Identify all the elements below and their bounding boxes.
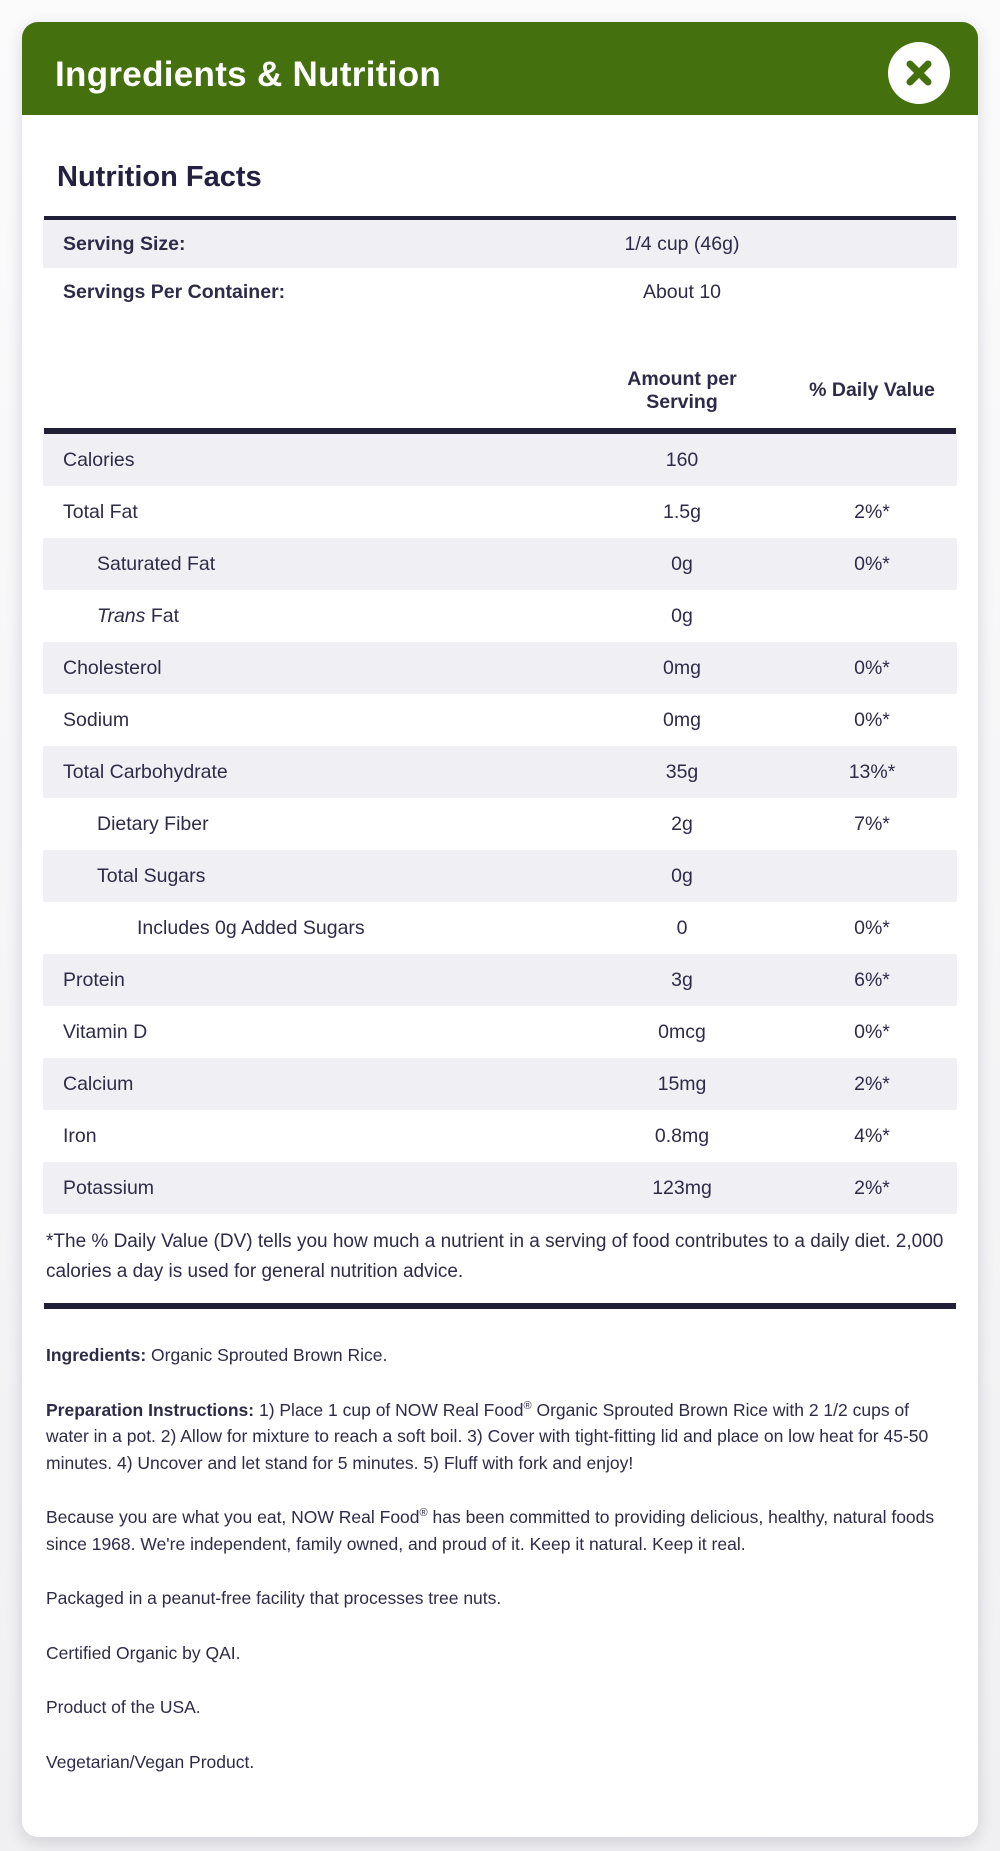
- nutrient-amount: 0g: [671, 552, 693, 575]
- nutrient-amount: 3g: [671, 968, 693, 991]
- serving-size-label: Serving Size:: [63, 232, 186, 255]
- nutrient-label: Total Carbohydrate: [63, 760, 228, 783]
- modal-header: Ingredients & Nutrition: [22, 22, 978, 115]
- nutrient-label: Iron: [63, 1124, 97, 1147]
- nutrient-daily-value: 4%*: [854, 1124, 890, 1147]
- nutrient-label: Includes 0g Added Sugars: [137, 916, 365, 939]
- nutrient-amount: 2g: [671, 812, 693, 835]
- nutrient-daily-value: 6%*: [854, 968, 890, 991]
- info-paragraph: Vegetarian/Vegan Product.: [46, 1751, 255, 1772]
- nutrition-facts-title: Nutrition Facts: [57, 161, 262, 193]
- nutrient-amount: 0: [676, 916, 688, 939]
- servings-per-container-label: Servings Per Container:: [63, 280, 286, 303]
- nutrient-label: Sodium: [63, 708, 130, 731]
- info-paragraph: Product of the USA.: [46, 1697, 201, 1717]
- nutrient-amount: 0mg: [663, 708, 701, 731]
- servings-per-container-value: About 10: [642, 280, 722, 303]
- ingredients-nutrition-modal: Ingredients & Nutrition Nutrition Facts …: [22, 22, 978, 1837]
- nutrient-row: Sodium 0mg 0%*: [43, 694, 957, 746]
- nutrient-label: Potassium: [63, 1176, 155, 1199]
- nutrient-row: Saturated Fat 0g 0%*: [43, 538, 957, 590]
- nutrient-row: Dietary Fiber 2g 7%*: [43, 798, 957, 850]
- nutrient-amount: 15mg: [657, 1072, 707, 1095]
- amount-per-serving-header: Amount per Serving: [627, 367, 737, 413]
- nutrient-label: Cholesterol: [63, 656, 162, 679]
- nutrient-label: Vitamin D: [63, 1020, 148, 1043]
- nutrient-daily-value: 13%*: [848, 760, 896, 783]
- nutrient-label: Calories: [63, 448, 135, 471]
- nutrient-daily-value: 0%*: [854, 656, 890, 679]
- header-divider: [44, 428, 956, 434]
- nutrient-amount: 160: [665, 448, 699, 471]
- nutrient-row: Calcium 15mg 2%*: [43, 1058, 957, 1110]
- modal-body: Nutrition Facts Serving Size: 1/4 cup (4…: [22, 161, 978, 1837]
- close-button[interactable]: [888, 41, 950, 104]
- nutrient-amount: 0mg: [663, 656, 701, 679]
- nutrient-label: Saturated Fat: [97, 552, 216, 575]
- top-divider: [44, 216, 956, 220]
- nutrient-row: Vitamin D 0mcg 0%*: [43, 1006, 957, 1058]
- servings-per-container-row: Servings Per Container: About 10: [43, 268, 957, 316]
- nutrient-row: Total Carbohydrate 35g 13%*: [43, 746, 957, 798]
- nutrient-label: Dietary Fiber: [97, 812, 209, 835]
- nutrient-label: Total Fat: [63, 500, 138, 523]
- nutrient-amount: 35g: [665, 760, 699, 783]
- nutrient-daily-value: 0%*: [854, 916, 890, 939]
- modal-title: Ingredients & Nutrition: [55, 54, 442, 94]
- info-paragraph: Because you are what you eat, NOW Real F…: [46, 1507, 935, 1554]
- nutrient-daily-value: 0%*: [854, 708, 890, 731]
- nutrient-row: Trans Fat 0g: [43, 590, 957, 642]
- nutrient-daily-value: 2%*: [854, 1072, 890, 1095]
- nutrient-amount: 0mcg: [658, 1020, 706, 1043]
- percent-daily-value-header: % Daily Value: [809, 379, 935, 402]
- page-background: { "header": { "title": "Ingredients & Nu…: [0, 22, 1000, 1851]
- nutrient-label: Total Sugars: [97, 864, 206, 887]
- nutrient-daily-value: 7%*: [854, 812, 890, 835]
- nutrient-amount: 0g: [671, 864, 693, 887]
- nutrient-row: Iron 0.8mg 4%*: [43, 1110, 957, 1162]
- close-icon: [905, 59, 933, 87]
- info-paragraph: Preparation Instructions: 1) Place 1 cup…: [46, 1399, 929, 1473]
- nutrient-row: Includes 0g Added Sugars 0 0%*: [43, 902, 957, 954]
- nutrient-row: Calories 160: [43, 434, 957, 486]
- nutrient-row: Total Sugars 0g: [43, 850, 957, 902]
- nutrient-daily-value: 0%*: [854, 1020, 890, 1043]
- info-paragraph: Ingredients: Organic Sprouted Brown Rice…: [46, 1345, 388, 1365]
- column-header-row: Amount per Serving % Daily Value: [43, 354, 957, 428]
- nutrient-row: Protein 3g 6%*: [43, 954, 957, 1006]
- nutrient-amount: 0g: [671, 604, 693, 627]
- nutrient-daily-value: 0%*: [854, 552, 890, 575]
- nutrient-daily-value: 2%*: [854, 500, 890, 523]
- nutrient-row: Potassium 123mg 2%*: [43, 1162, 957, 1214]
- nutrient-row: Cholesterol 0mg 0%*: [43, 642, 957, 694]
- nutrient-amount: 1.5g: [663, 500, 701, 523]
- nutrient-label: Calcium: [63, 1072, 134, 1095]
- info-paragraph: Certified Organic by QAI.: [46, 1642, 241, 1663]
- nutrient-row: Total Fat 1.5g 2%*: [43, 486, 957, 538]
- serving-size-row: Serving Size: 1/4 cup (46g): [43, 220, 957, 268]
- nutrient-amount: 0.8mg: [654, 1124, 710, 1147]
- info-paragraph: Packaged in a peanut-free facility that …: [46, 1588, 502, 1608]
- nutrient-label: Trans Fat: [97, 604, 179, 627]
- daily-value-footnote: *The % Daily Value (DV) tells you how mu…: [46, 1231, 944, 1282]
- serving-size-value: 1/4 cup (46g): [624, 232, 740, 255]
- nutrient-rows: Calories 160 Total Fat 1.5g 2%* Saturated Fat…: [43, 434, 957, 1214]
- bottom-divider: [44, 1303, 956, 1309]
- nutrient-amount: 123mg: [652, 1176, 712, 1199]
- nutrient-label: Protein: [63, 968, 125, 991]
- info-paragraphs: Ingredients: Organic Sprouted Brown Rice…: [43, 1309, 957, 1809]
- nutrient-daily-value: 2%*: [854, 1176, 890, 1199]
